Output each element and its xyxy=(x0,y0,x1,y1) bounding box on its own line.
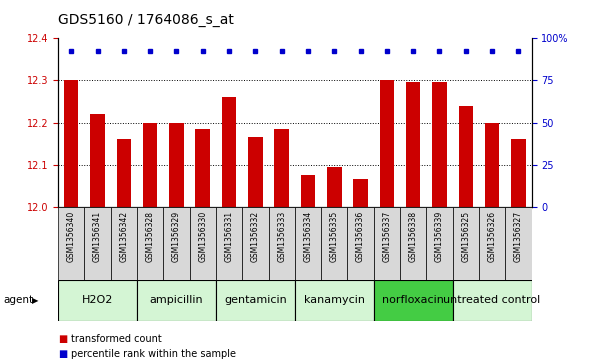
Text: agent: agent xyxy=(3,295,33,305)
Bar xyxy=(453,280,532,321)
Bar xyxy=(58,207,84,280)
Bar xyxy=(426,207,453,280)
Bar xyxy=(374,207,400,280)
Bar xyxy=(400,207,426,280)
Bar xyxy=(301,175,315,207)
Text: GSM1356341: GSM1356341 xyxy=(93,211,102,262)
Text: ■: ■ xyxy=(58,349,67,359)
Text: GSM1356340: GSM1356340 xyxy=(67,211,76,262)
Bar xyxy=(274,129,289,207)
Text: norfloxacin: norfloxacin xyxy=(382,295,444,305)
Bar xyxy=(143,123,158,207)
Bar xyxy=(406,82,420,207)
Bar xyxy=(511,139,525,207)
Text: percentile rank within the sample: percentile rank within the sample xyxy=(71,349,236,359)
Text: GSM1356332: GSM1356332 xyxy=(251,211,260,262)
Text: ampicillin: ampicillin xyxy=(150,295,203,305)
Text: H2O2: H2O2 xyxy=(82,295,113,305)
Text: GSM1356334: GSM1356334 xyxy=(304,211,312,262)
Bar xyxy=(216,280,295,321)
Text: GDS5160 / 1764086_s_at: GDS5160 / 1764086_s_at xyxy=(58,13,234,27)
Bar xyxy=(242,207,268,280)
Bar xyxy=(137,280,216,321)
Text: GSM1356335: GSM1356335 xyxy=(330,211,338,262)
Bar xyxy=(268,207,295,280)
Text: untreated control: untreated control xyxy=(444,295,541,305)
Bar xyxy=(348,207,374,280)
Bar xyxy=(432,82,447,207)
Text: GSM1356333: GSM1356333 xyxy=(277,211,286,262)
Text: transformed count: transformed count xyxy=(71,334,163,344)
Bar xyxy=(327,167,342,207)
Text: GSM1356328: GSM1356328 xyxy=(145,211,155,261)
Text: ▶: ▶ xyxy=(32,296,38,305)
Text: GSM1356342: GSM1356342 xyxy=(119,211,128,262)
Text: gentamicin: gentamicin xyxy=(224,295,287,305)
Bar xyxy=(485,123,499,207)
Bar xyxy=(90,114,104,207)
Text: GSM1356338: GSM1356338 xyxy=(409,211,418,262)
Bar xyxy=(379,80,394,207)
Bar xyxy=(374,280,453,321)
Text: GSM1356326: GSM1356326 xyxy=(488,211,497,262)
Bar xyxy=(353,179,368,207)
Bar xyxy=(295,207,321,280)
Bar xyxy=(117,139,131,207)
Bar xyxy=(453,207,479,280)
Text: GSM1356336: GSM1356336 xyxy=(356,211,365,262)
Text: kanamycin: kanamycin xyxy=(304,295,365,305)
Bar xyxy=(295,280,374,321)
Bar xyxy=(479,207,505,280)
Text: GSM1356330: GSM1356330 xyxy=(198,211,207,262)
Bar xyxy=(137,207,163,280)
Text: ■: ■ xyxy=(58,334,67,344)
Bar xyxy=(216,207,242,280)
Bar xyxy=(222,97,236,207)
Bar xyxy=(248,137,263,207)
Bar xyxy=(459,106,473,207)
Bar xyxy=(84,207,111,280)
Text: GSM1356337: GSM1356337 xyxy=(382,211,392,262)
Bar xyxy=(64,80,78,207)
Text: GSM1356331: GSM1356331 xyxy=(224,211,233,262)
Bar xyxy=(505,207,532,280)
Bar xyxy=(169,123,184,207)
Text: GSM1356325: GSM1356325 xyxy=(461,211,470,262)
Bar xyxy=(111,207,137,280)
Bar xyxy=(163,207,189,280)
Bar xyxy=(58,280,137,321)
Text: GSM1356329: GSM1356329 xyxy=(172,211,181,262)
Bar xyxy=(189,207,216,280)
Text: GSM1356339: GSM1356339 xyxy=(435,211,444,262)
Bar xyxy=(321,207,348,280)
Text: GSM1356327: GSM1356327 xyxy=(514,211,523,262)
Bar xyxy=(196,129,210,207)
